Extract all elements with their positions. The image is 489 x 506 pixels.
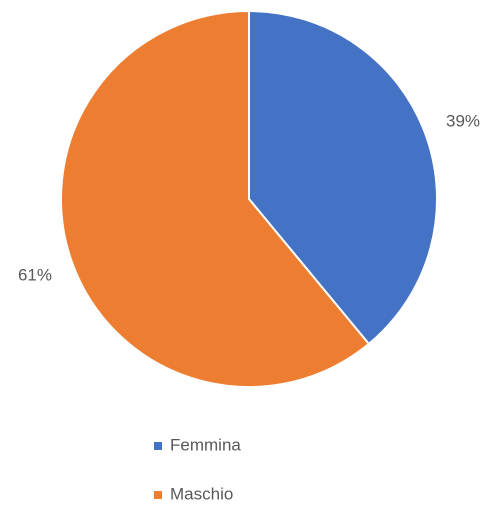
legend-swatch — [154, 491, 162, 499]
data-label: 39% — [446, 111, 480, 130]
legend-label: Femmina — [170, 435, 241, 454]
pie-slice — [248, 9, 438, 346]
legend-swatch — [154, 442, 162, 450]
pie-slice — [60, 9, 371, 388]
legend-label: Maschio — [170, 484, 233, 503]
data-label: 61% — [18, 266, 52, 285]
